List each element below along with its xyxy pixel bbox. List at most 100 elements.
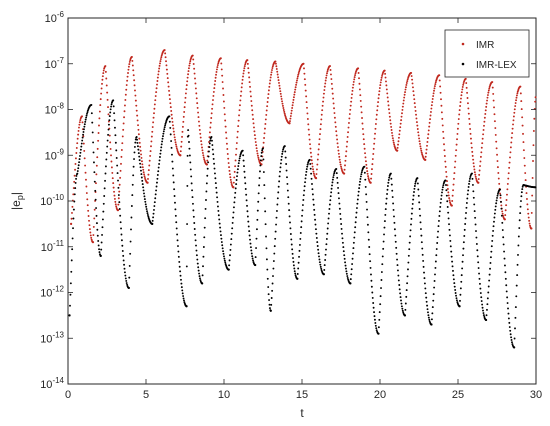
data-point xyxy=(251,257,254,260)
data-point xyxy=(397,136,400,139)
data-point xyxy=(135,136,138,138)
data-point xyxy=(441,191,443,194)
data-point xyxy=(333,107,335,110)
data-point xyxy=(406,80,409,83)
data-point xyxy=(321,109,324,112)
data-point xyxy=(261,149,264,152)
data-point xyxy=(290,243,293,246)
data-point xyxy=(278,84,281,87)
data-point xyxy=(271,67,274,70)
x-tick-label: 0 xyxy=(65,389,71,401)
data-point xyxy=(82,142,85,145)
data-point xyxy=(346,275,349,277)
data-point xyxy=(71,237,74,240)
data-point xyxy=(358,82,361,85)
data-point xyxy=(286,189,289,192)
data-point xyxy=(497,172,500,174)
data-point xyxy=(340,167,343,170)
data-point xyxy=(252,118,255,121)
data-point xyxy=(413,191,415,193)
data-point xyxy=(250,100,253,103)
data-point xyxy=(144,200,147,203)
data-point xyxy=(179,270,182,273)
data-point xyxy=(397,279,400,282)
data-point xyxy=(500,200,502,203)
data-point xyxy=(122,259,125,262)
series-imr-lex xyxy=(68,99,537,349)
data-point xyxy=(85,114,88,117)
data-point xyxy=(459,101,462,104)
data-point xyxy=(327,217,330,220)
data-point xyxy=(246,215,249,218)
data-point xyxy=(275,67,278,70)
data-point xyxy=(235,153,237,156)
data-point xyxy=(256,152,259,155)
data-point xyxy=(236,136,239,139)
data-point xyxy=(83,157,86,160)
data-point xyxy=(379,84,382,87)
data-point xyxy=(306,163,309,166)
data-point xyxy=(454,160,457,163)
data-point xyxy=(453,282,456,285)
data-point xyxy=(317,153,320,156)
data-point xyxy=(413,102,416,105)
data-point xyxy=(166,72,169,75)
data-point xyxy=(262,158,265,161)
data-point xyxy=(350,100,353,103)
data-point xyxy=(389,172,392,175)
data-point xyxy=(373,142,376,145)
data-point xyxy=(253,130,256,133)
data-point xyxy=(107,106,109,109)
data-point xyxy=(393,228,396,231)
data-point xyxy=(224,261,227,264)
data-point xyxy=(123,263,126,266)
data-point xyxy=(374,322,377,324)
data-point xyxy=(352,80,355,83)
data-point xyxy=(202,154,205,157)
data-point xyxy=(254,141,257,144)
data-point xyxy=(165,60,167,63)
data-point xyxy=(466,91,469,94)
data-point xyxy=(90,112,93,115)
data-point xyxy=(154,99,157,102)
data-point xyxy=(137,128,140,131)
data-point xyxy=(98,124,100,127)
axis-ticks: 0 5 10 15 20 25 3010-1410-1310-1210-1110-1010-… xyxy=(40,10,542,401)
data-point xyxy=(233,201,236,204)
data-point xyxy=(202,265,204,268)
data-point xyxy=(466,197,469,200)
data-point xyxy=(153,103,156,106)
data-point xyxy=(93,171,96,174)
data-point xyxy=(188,141,190,143)
data-point xyxy=(96,147,99,150)
data-point xyxy=(451,194,454,197)
data-point xyxy=(412,90,415,93)
data-point xyxy=(439,91,442,94)
data-point xyxy=(151,219,154,222)
data-point xyxy=(367,177,370,180)
data-point xyxy=(281,102,284,105)
data-point xyxy=(351,257,354,260)
data-point xyxy=(104,165,107,168)
data-point xyxy=(151,126,154,128)
data-point xyxy=(153,107,156,110)
data-point xyxy=(506,296,509,299)
data-point xyxy=(378,318,381,321)
data-point xyxy=(250,249,253,252)
data-point xyxy=(143,198,146,201)
data-point xyxy=(135,109,138,112)
data-point xyxy=(306,106,308,109)
data-point xyxy=(164,56,167,59)
data-point xyxy=(283,112,286,115)
data-point xyxy=(277,191,280,194)
data-point xyxy=(133,151,136,154)
data-point xyxy=(85,185,88,188)
data-point xyxy=(338,197,340,200)
data-point xyxy=(398,288,401,291)
data-point xyxy=(377,326,380,329)
data-point-minimum xyxy=(99,254,102,257)
data-point xyxy=(289,117,292,120)
data-point xyxy=(426,308,429,311)
data-point xyxy=(282,148,285,151)
data-point xyxy=(192,58,195,61)
